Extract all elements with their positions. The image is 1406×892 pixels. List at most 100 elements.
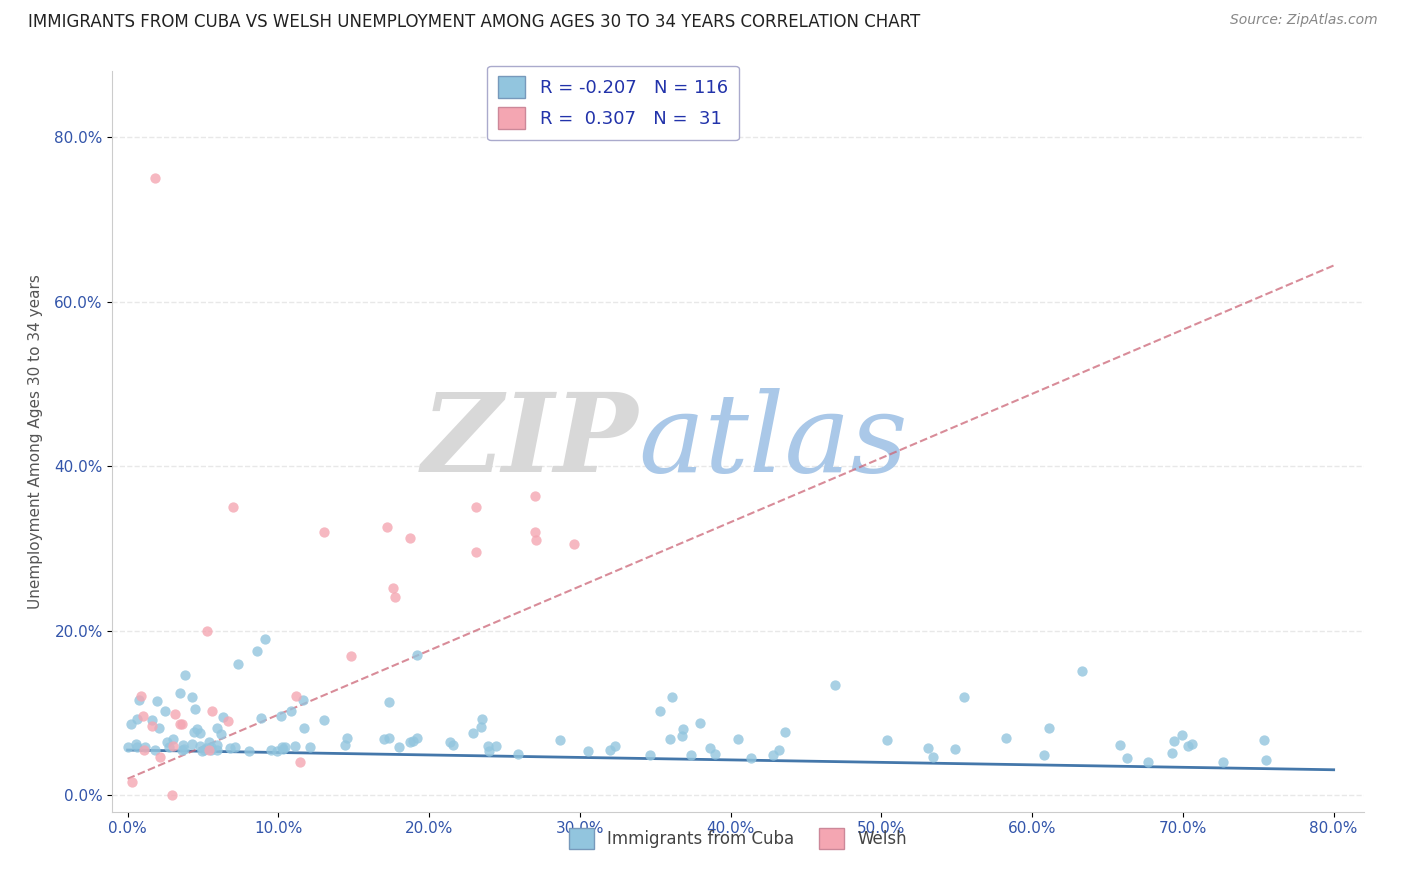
Point [162, 732, 184, 747]
Point [200, 743, 222, 757]
Point [205, 721, 228, 735]
Point [1177, 739, 1199, 753]
Point [134, 742, 156, 756]
Point [292, 721, 315, 735]
Point [121, 775, 143, 789]
Point [917, 741, 939, 756]
Point [170, 717, 193, 731]
Point [186, 722, 208, 736]
Point [312, 524, 335, 539]
Point [238, 744, 260, 758]
Point [271, 740, 294, 755]
Point [1038, 721, 1060, 735]
Point [194, 740, 217, 755]
Point [399, 531, 422, 545]
Point [143, 743, 166, 757]
Point [464, 545, 486, 559]
Point [212, 710, 235, 724]
Point [768, 742, 790, 756]
Point [193, 743, 215, 757]
Point [246, 644, 269, 658]
Point [703, 747, 725, 761]
Point [188, 739, 211, 754]
Point [599, 742, 621, 756]
Point [181, 737, 204, 751]
Point [661, 690, 683, 705]
Point [129, 690, 152, 704]
Point [266, 744, 288, 758]
Point [824, 678, 846, 692]
Point [125, 712, 148, 726]
Point [148, 721, 170, 735]
Point [209, 727, 232, 741]
Point [659, 731, 682, 746]
Point [1137, 755, 1160, 769]
Point [762, 748, 785, 763]
Point [952, 690, 974, 705]
Point [603, 739, 626, 753]
Text: IMMIGRANTS FROM CUBA VS WELSH UNEMPLOYMENT AMONG AGES 30 TO 34 YEARS CORRELATION: IMMIGRANTS FROM CUBA VS WELSH UNEMPLOYME… [28, 13, 921, 31]
Point [378, 695, 401, 709]
Point [183, 701, 205, 715]
Point [172, 743, 194, 757]
Point [576, 744, 599, 758]
Point [1116, 751, 1139, 765]
Point [405, 731, 427, 745]
Point [740, 750, 762, 764]
Point [399, 734, 422, 748]
Point [485, 739, 508, 753]
Point [201, 704, 224, 718]
Point [1109, 738, 1132, 752]
Point [945, 742, 967, 756]
Point [523, 524, 546, 539]
Point [141, 713, 163, 727]
Point [188, 725, 211, 739]
Point [169, 686, 191, 700]
Point [157, 739, 180, 754]
Point [224, 740, 246, 755]
Point [550, 733, 572, 747]
Point [288, 755, 311, 769]
Point [198, 735, 221, 749]
Point [205, 738, 228, 752]
Point [524, 533, 547, 547]
Point [336, 731, 359, 745]
Point [1160, 746, 1182, 760]
Point [402, 734, 425, 748]
Point [155, 735, 177, 749]
Point [995, 731, 1018, 746]
Point [180, 690, 202, 705]
Point [672, 722, 695, 736]
Point [524, 489, 547, 503]
Point [134, 739, 156, 754]
Point [173, 742, 195, 756]
Point [120, 717, 142, 731]
Point [463, 726, 485, 740]
Point [470, 720, 492, 734]
Point [1181, 737, 1204, 751]
Point [190, 744, 212, 758]
Point [132, 709, 155, 723]
Point [562, 537, 585, 551]
Point [671, 729, 693, 743]
Point [217, 714, 239, 728]
Point [162, 739, 184, 753]
Point [162, 789, 184, 803]
Point [143, 171, 166, 186]
Point [128, 693, 150, 707]
Text: ZIP: ZIP [422, 388, 638, 495]
Point [127, 740, 149, 755]
Point [876, 732, 898, 747]
Point [471, 712, 494, 726]
Point [381, 581, 404, 595]
Point [149, 750, 172, 764]
Point [441, 738, 464, 752]
Point [773, 724, 796, 739]
Point [648, 704, 671, 718]
Point [406, 648, 429, 663]
Point [145, 694, 167, 708]
Point [270, 708, 292, 723]
Point [205, 743, 228, 757]
Point [274, 739, 297, 754]
Point [183, 724, 205, 739]
